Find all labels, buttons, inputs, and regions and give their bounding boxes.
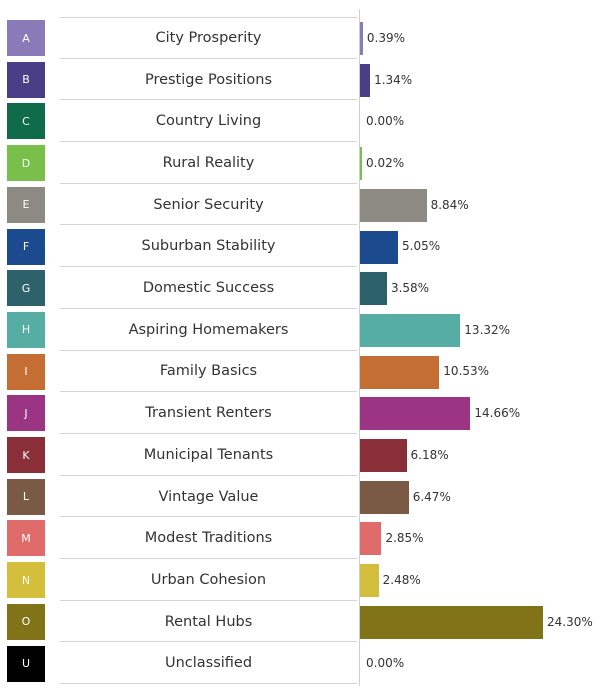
row-separator [60,224,357,226]
bar[interactable] [360,230,399,264]
segment-code-swatch: J [7,395,45,432]
row-separator [60,141,357,143]
bar-value-label: 3.58% [390,281,430,296]
segment-row: I Family Basics 10.53% [0,351,600,393]
segment-name-label: Transient Renters [145,405,272,422]
segment-row: U Unclassified 0.00% [0,643,600,685]
bar[interactable] [360,272,387,306]
segment-row: A City Prosperity 0.39% [0,17,600,59]
segment-name-label: Suburban Stability [141,238,276,255]
row-separator [60,474,357,476]
bar[interactable] [360,522,382,556]
segment-code-swatch: L [7,478,45,515]
segment-row: D Rural Reality 0.02% [0,142,600,184]
segment-code-swatch: G [7,270,45,307]
segment-row: J Transient Renters 14.66% [0,392,600,434]
bar[interactable] [360,355,440,389]
bar-value-label: 5.05% [402,239,441,254]
segment-code-swatch: O [7,603,45,640]
bar-value-label: 2.85% [385,531,424,546]
row-separator [60,182,357,184]
segment-name-label: City Prosperity [155,29,262,46]
segment-code-swatch: H [7,311,45,348]
row-separator [60,683,357,685]
row-separator [60,266,357,268]
bar-value-label: 0.39% [366,30,406,45]
segment-row: O Rental Hubs 24.30% [0,601,600,643]
bar[interactable] [360,147,362,181]
bar[interactable] [360,397,471,431]
segment-name-label: Unclassified [164,655,253,672]
bar[interactable] [360,439,407,472]
bar-value-label: 0.00% [366,114,405,129]
bar[interactable] [360,480,409,514]
segment-code-swatch: I [7,353,45,390]
bar-value-label: 2.48% [382,572,421,587]
segment-row: E Senior Security 8.84% [0,184,600,226]
segment-code-swatch: M [7,520,45,557]
segment-code-swatch: N [7,562,45,599]
segment-name-label: Country Living [155,113,262,130]
top-separator [60,17,357,18]
row-separator [60,57,357,59]
bar[interactable] [360,63,371,97]
segment-row: H Aspiring Homemakers 13.32% [0,309,600,351]
segment-code-swatch: F [7,228,45,265]
segment-row: M Modest Traditions 2.85% [0,517,600,560]
segment-name-label: Family Basics [159,363,258,380]
bar[interactable] [360,188,427,222]
segment-code-swatch: K [7,437,45,473]
segment-code-swatch: U [7,645,45,682]
segment-row: K Municipal Tenants 6.18% [0,434,600,476]
segment-name-label: Urban Cohesion [150,571,267,588]
segment-code-swatch: D [7,145,45,182]
row-separator [60,307,357,309]
segment-name-label: Municipal Tenants [143,446,274,463]
segment-name-label: Prestige Positions [144,71,273,88]
segment-row: B Prestige Positions 1.34% [0,59,600,101]
segment-name-label: Rental Hubs [164,613,253,630]
bar[interactable] [360,22,363,55]
row-separator [60,516,357,518]
bar-value-label: 0.00% [366,656,405,671]
segment-code-swatch: B [7,61,45,98]
segment-name-label: Modest Traditions [144,530,273,547]
segment-row: C Country Living 0.00% [0,100,600,143]
row-separator [60,599,357,601]
segment-row: F Suburban Stability 5.05% [0,226,600,268]
bar-value-label: 1.34% [374,72,413,87]
bar[interactable] [360,564,379,598]
row-separator [60,99,357,101]
row-separator [60,641,357,643]
bar-value-label: 6.47% [412,489,451,504]
bar-value-label: 14.66% [474,406,521,421]
segment-name-label: Senior Security [153,196,264,213]
segment-row: G Domestic Success 3.58% [0,267,600,309]
segment-name-label: Aspiring Homemakers [128,321,289,338]
row-separator [60,558,357,560]
bar[interactable] [360,313,461,347]
bar-value-label: 8.84% [430,197,469,212]
segment-name-label: Domestic Success [142,280,275,297]
bar-value-label: 24.30% [547,614,593,629]
row-separator [60,432,357,434]
row-separator [60,391,357,393]
segment-code-swatch: A [7,20,45,56]
value-axis-line [359,9,360,686]
bar-value-label: 6.18% [410,447,449,462]
segment-name-label: Rural Reality [162,154,255,171]
bar[interactable] [360,605,543,639]
segment-name-label: Vintage Value [158,488,259,505]
segment-code-swatch: E [7,186,45,223]
segment-code-swatch: C [7,103,45,140]
bar-value-label: 0.02% [366,155,405,170]
row-separator [60,349,357,351]
segment-row: L Vintage Value 6.47% [0,476,600,518]
segment-row: N Urban Cohesion 2.48% [0,559,600,601]
bar-value-label: 10.53% [443,364,490,379]
bar-value-label: 13.32% [464,322,511,337]
